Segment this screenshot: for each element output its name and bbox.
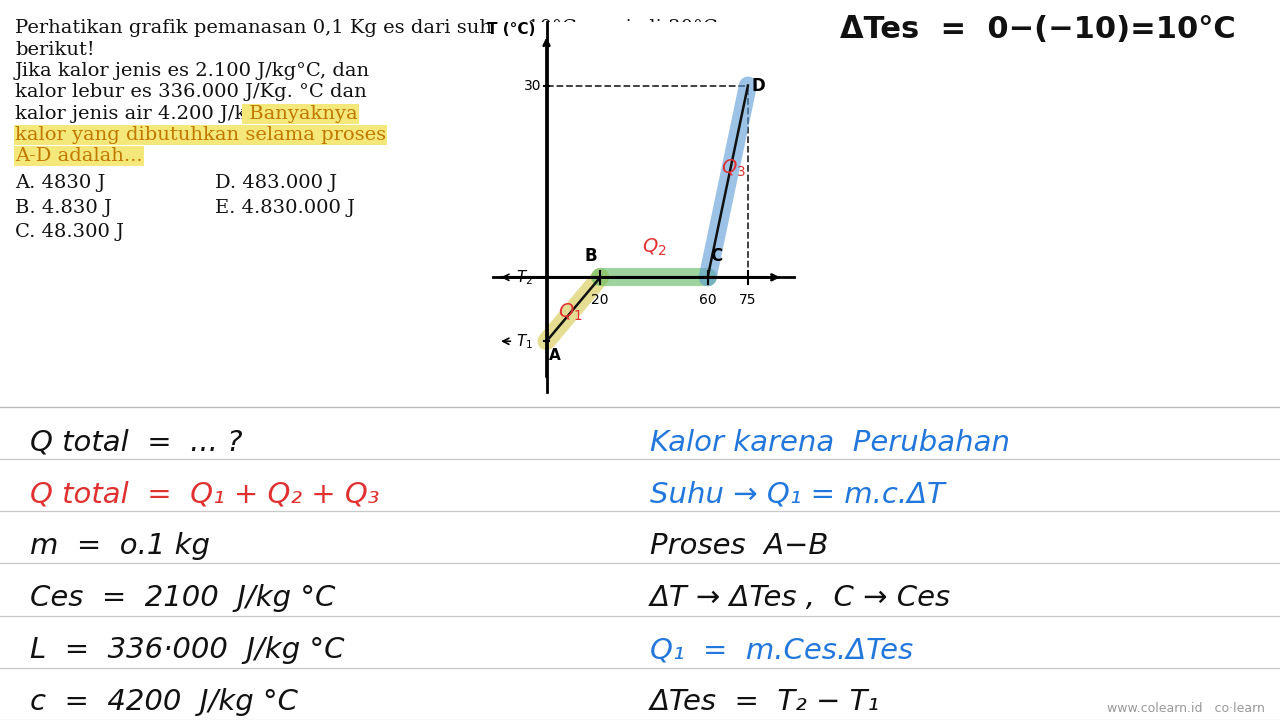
Text: D: D — [751, 76, 765, 94]
Text: A. 4830 J: A. 4830 J — [15, 174, 105, 192]
Text: berikut!: berikut! — [15, 41, 95, 59]
Text: $Q_2$: $Q_2$ — [641, 237, 667, 258]
Text: kalor yang dibutuhkan selama proses: kalor yang dibutuhkan selama proses — [15, 126, 387, 144]
Text: kalor jenis air 4.200 J/kg°C.: kalor jenis air 4.200 J/kg°C. — [15, 104, 289, 122]
Text: Perhatikan grafik pemanasan 0,1 Kg es dari suhu −10°C menjadi 30°C: Perhatikan grafik pemanasan 0,1 Kg es da… — [15, 19, 718, 37]
Text: Q total  =  ... ?: Q total = ... ? — [29, 428, 243, 456]
Text: Q total  =  Q₁ + Q₂ + Q₃: Q total = Q₁ + Q₂ + Q₃ — [29, 481, 379, 508]
Text: Jika kalor jenis es 2.100 J/kg°C, dan: Jika kalor jenis es 2.100 J/kg°C, dan — [15, 62, 370, 80]
Text: D. 483.000 J: D. 483.000 J — [215, 174, 337, 192]
Text: C: C — [710, 246, 723, 264]
Text: Ces  =  2100  J/kg °C: Ces = 2100 J/kg °C — [29, 585, 335, 612]
Text: E. 4.830.000 J: E. 4.830.000 J — [215, 199, 355, 217]
Text: $Q_1$: $Q_1$ — [558, 302, 584, 323]
Text: kalor lebur es 336.000 J/Kg. °C dan: kalor lebur es 336.000 J/Kg. °C dan — [15, 84, 367, 102]
Text: www.colearn.id   co·learn: www.colearn.id co·learn — [1107, 702, 1265, 715]
Text: $Q_3$: $Q_3$ — [721, 158, 746, 179]
Text: Banyaknya: Banyaknya — [243, 104, 357, 122]
Text: 60: 60 — [699, 293, 717, 307]
Text: c  =  4200  J/kg °C: c = 4200 J/kg °C — [29, 688, 298, 716]
Text: ΔTes  =  T₂ − T₁: ΔTes = T₂ − T₁ — [650, 688, 881, 716]
Text: C. 48.300 J: C. 48.300 J — [15, 222, 124, 240]
Text: B: B — [585, 246, 598, 264]
Text: $T_1$: $T_1$ — [503, 332, 532, 351]
Text: B. 4.830 J: B. 4.830 J — [15, 199, 111, 217]
Text: m  =  o.1 kg: m = o.1 kg — [29, 533, 210, 560]
Text: 20: 20 — [591, 293, 609, 307]
Text: A: A — [549, 348, 561, 363]
Text: T (°C): T (°C) — [488, 22, 536, 37]
Text: Kalor karena  Perubahan: Kalor karena Perubahan — [650, 428, 1010, 456]
Text: Suhu → Q₁ = m.c.ΔT: Suhu → Q₁ = m.c.ΔT — [650, 481, 945, 508]
Text: 30: 30 — [524, 78, 541, 93]
Text: ΔTes  =  0−(−10)=10°C: ΔTes = 0−(−10)=10°C — [840, 14, 1235, 43]
Text: L  =  336·000  J/kg °C: L = 336·000 J/kg °C — [29, 636, 344, 665]
Text: 75: 75 — [739, 293, 756, 307]
Text: A-D adalah...: A-D adalah... — [15, 147, 142, 165]
Text: Q₁  =  m.Ces.ΔTes: Q₁ = m.Ces.ΔTes — [650, 636, 913, 665]
Text: ΔT → ΔTes ,  C → Ces: ΔT → ΔTes , C → Ces — [650, 585, 951, 612]
Text: Proses  A−B: Proses A−B — [650, 533, 828, 560]
Text: $T_2$: $T_2$ — [503, 268, 532, 287]
